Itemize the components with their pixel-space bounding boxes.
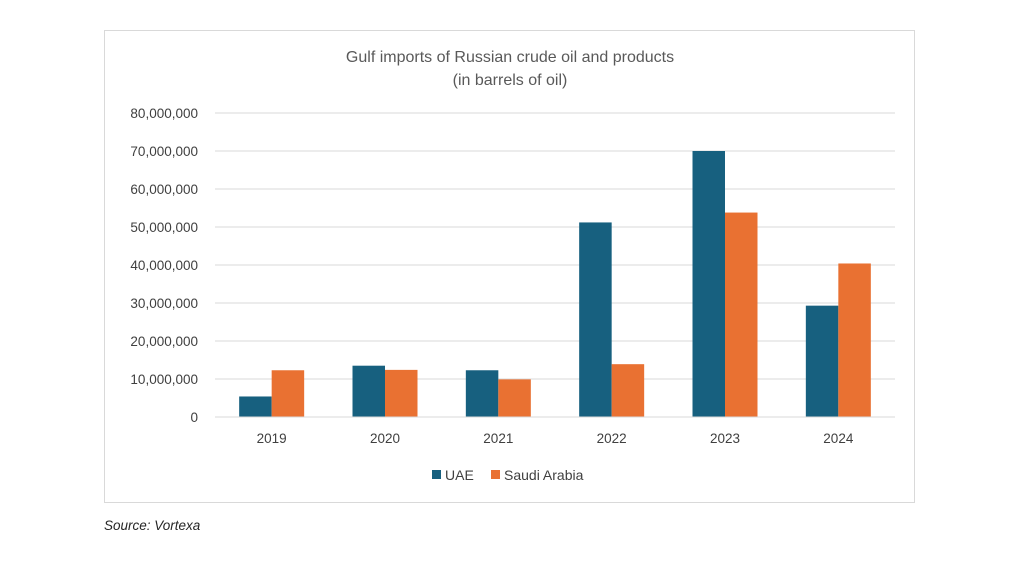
x-tick-label: 2022 [597,431,627,446]
y-tick-label: 10,000,000 [130,372,198,387]
x-axis-ticks: 2019 2020 2021 2022 2023 2024 [257,431,854,446]
legend-label-saudi-arabia: Saudi Arabia [504,467,584,483]
x-tick-label: 2020 [370,431,400,446]
y-tick-label: 0 [190,410,198,425]
bar-saudi-arabia-2024 [838,263,871,417]
bar-saudi-arabia-2021 [498,379,531,417]
y-tick-label: 50,000,000 [130,220,198,235]
y-tick-label: 80,000,000 [130,106,198,121]
bar-saudi-arabia-2022 [611,364,645,417]
bar-saudi-arabia-2023 [725,212,758,417]
y-tick-label: 40,000,000 [130,258,198,273]
bar-uae-2023 [692,151,725,417]
legend: UAE Saudi Arabia [432,467,584,483]
x-tick-label: 2023 [710,431,740,446]
chart-frame [104,30,915,503]
bar-saudi-arabia-2020 [385,369,418,417]
legend-label-uae: UAE [445,467,474,483]
y-tick-label: 60,000,000 [130,182,198,197]
bars [239,151,871,417]
chart-title: Gulf imports of Russian crude oil and pr… [346,49,674,66]
bar-uae-2024 [805,305,839,417]
y-tick-label: 20,000,000 [130,334,198,349]
bar-uae-2019 [239,396,272,417]
legend-swatch-uae [432,470,441,479]
bar-uae-2020 [352,365,385,417]
bar-saudi-arabia-2019 [271,370,305,417]
source-note: Source: Vortexa [104,518,201,533]
y-axis-ticks: 0 10,000,000 20,000,000 30,000,000 40,000,00… [130,106,198,425]
gridlines [215,112,895,380]
x-tick-label: 2024 [823,431,854,446]
y-tick-label: 30,000,000 [130,296,198,311]
legend-swatch-saudi-arabia [491,470,500,479]
x-tick-label: 2021 [483,431,513,446]
x-tick-label: 2019 [257,431,287,446]
y-tick-label: 70,000,000 [130,144,198,159]
bar-uae-2021 [465,370,499,417]
bar-uae-2022 [579,222,612,417]
chart-subtitle: (in barrels of oil) [453,72,568,89]
